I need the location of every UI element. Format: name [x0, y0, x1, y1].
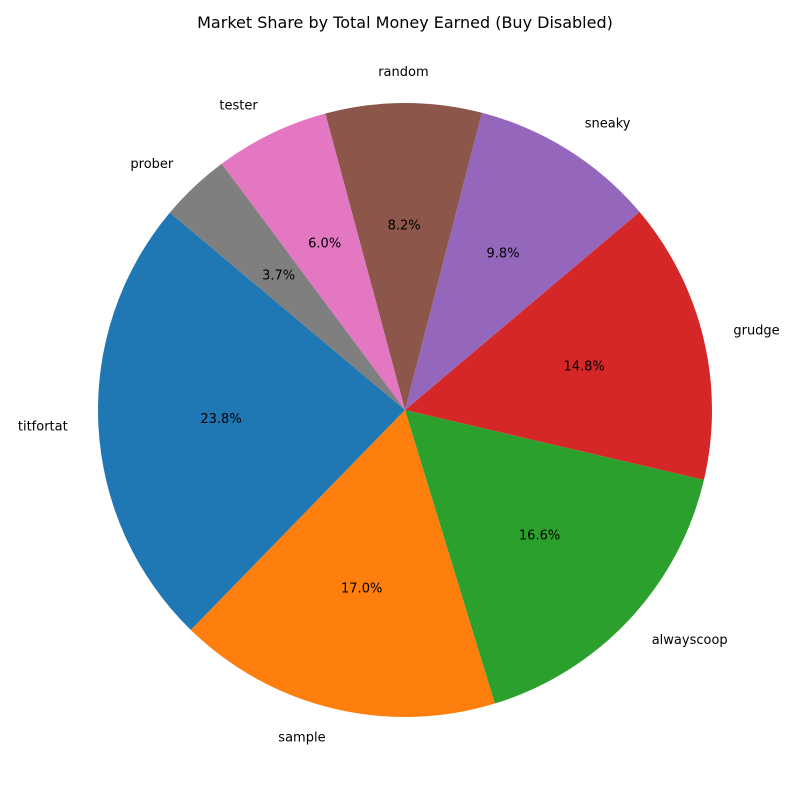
slice-label-sneaky: sneaky	[585, 117, 631, 132]
percent-label-tester: 6.0%	[308, 237, 341, 252]
pie-slices	[98, 102, 712, 717]
percent-label-sneaky: 9.8%	[487, 247, 520, 262]
percent-labels: 23.8% 17.0% 16.6% 14.8% 9.8% 8.2% 6.0% 3.7%	[200, 218, 604, 596]
pie-slice-random	[325, 102, 482, 410]
slice-label-alwayscoop: alwayscoop	[652, 633, 728, 648]
percent-label-random: 8.2%	[388, 218, 421, 233]
slice-label-prober: prober	[130, 157, 174, 172]
pie-slice-sneaky	[405, 112, 640, 410]
slice-label-sample: sample	[278, 731, 325, 746]
percent-label-prober: 3.7%	[262, 269, 295, 284]
slice-label-random: random	[378, 65, 428, 80]
percent-label-sample: 17.0%	[341, 582, 382, 597]
percent-label-grudge: 14.8%	[563, 359, 604, 374]
pie-slice-prober	[169, 163, 405, 410]
chart-title: Market Share by Total Money Earned (Buy …	[197, 13, 613, 32]
percent-label-titfortat: 23.8%	[200, 412, 241, 427]
pie-slice-titfortat	[98, 212, 406, 630]
pie-slice-sample	[190, 410, 495, 717]
percent-label-alwayscoop: 16.6%	[519, 528, 560, 543]
slice-labels: titfortat sample alwayscoop grudge sneaky ran…	[18, 65, 780, 746]
slice-label-titfortat: titfortat	[18, 419, 68, 434]
slice-label-grudge: grudge	[733, 324, 779, 339]
slice-label-tester: tester	[219, 99, 258, 114]
pie-slice-grudge	[405, 211, 712, 480]
pie-slice-alwayscoop	[405, 410, 704, 704]
pie-slice-tester	[221, 113, 405, 411]
